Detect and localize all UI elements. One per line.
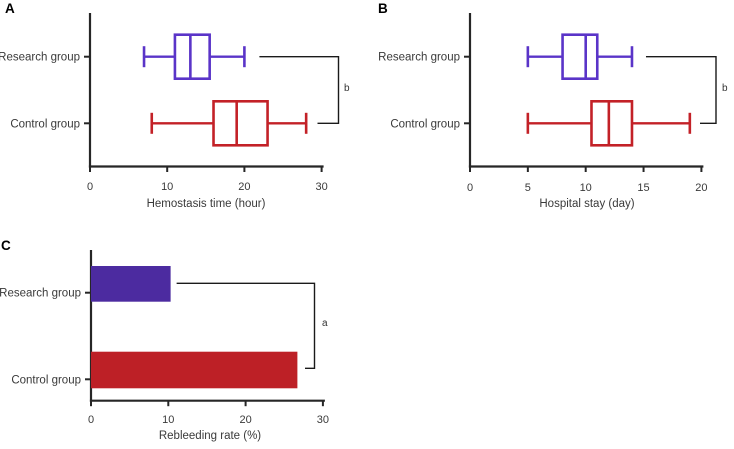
x-tick-label: 15 [637,182,649,194]
boxplot-research-group [526,33,634,81]
x-tick-label: 20 [239,414,251,426]
panel-c-bar-rebleeding-rate: 0 10 20 30 Rebleeding rate (%) C Research grou… [0,238,329,442]
x-tick-label: 30 [317,414,329,426]
category-label-research-group: Research group [0,52,80,64]
iqr-box [590,100,634,147]
significance-label: a [322,318,328,329]
panel-label-b: B [378,1,388,16]
x-tick-label: 0 [467,182,473,194]
x-tick-label: 20 [695,182,707,194]
significance-bracket [176,282,316,370]
category-label-research-group: Research group [378,52,460,64]
x-axis-title: Rebleeding rate (%) [159,430,261,442]
x-tick-label: 0 [87,181,93,193]
panel-b-boxplot-hospital-stay: 0 5 10 15 20 Hospital stay (day) B Research gro… [378,1,728,210]
significance-bracket [259,56,340,125]
iqr-box [212,100,269,147]
significance-bracket [645,56,717,125]
category-label-research-group: Research group [0,288,81,300]
x-tick-label: 30 [315,181,327,193]
x-tick-label: 0 [88,414,94,426]
boxplot-control-group [526,100,692,147]
x-axis-title: Hospital stay (day) [539,198,634,210]
significance-label: b [344,83,350,94]
significance-label: b [722,83,728,94]
x-tick-label: 10 [162,414,174,426]
panel-label-a: A [5,1,15,16]
panel-label-c: C [1,238,11,253]
x-axis-title: Hemostasis time (hour) [147,198,266,210]
x-tick-label: 10 [161,181,173,193]
x-tick-label: 10 [580,182,592,194]
bar-control-group [91,351,298,389]
panel-a-boxplot-hemostasis: 0 10 20 30 Hemostasis time (hour) A Research g… [0,1,350,210]
boxplot-research-group [142,33,246,81]
bar-research-group [91,266,171,302]
category-label-control-group: Control group [11,374,81,386]
iqr-box [561,33,599,81]
category-label-control-group: Control group [10,118,80,130]
boxplot-control-group [150,100,308,147]
iqr-box [173,33,211,81]
category-label-control-group: Control group [390,118,460,130]
x-tick-label: 5 [525,182,531,194]
x-tick-label: 20 [238,181,250,193]
